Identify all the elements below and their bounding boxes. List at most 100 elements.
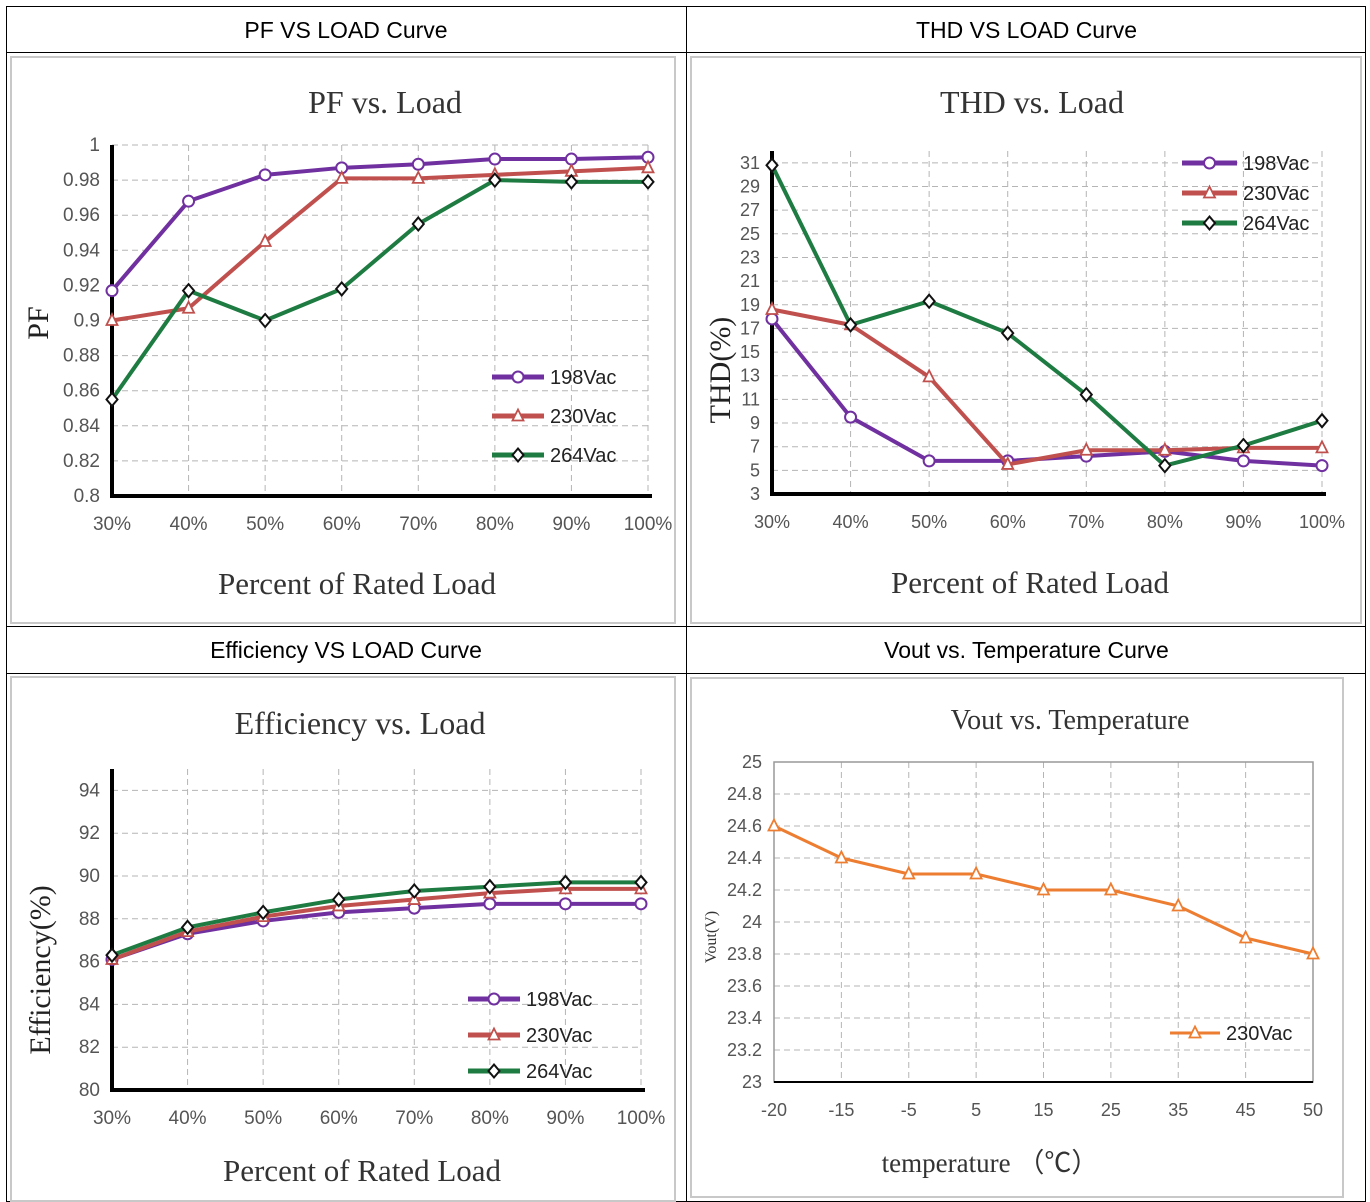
thd-legend-label: 198Vac xyxy=(1243,153,1309,175)
thd-y-tick-label: 15 xyxy=(740,342,760,362)
eff-series-line-198Vac xyxy=(111,901,641,962)
eff-point-198Vac xyxy=(634,897,648,911)
table-divider-vertical xyxy=(686,6,687,1202)
eff-x-tick-label: 100% xyxy=(617,1108,666,1129)
vout-y-tick-label: 24.6 xyxy=(727,816,762,836)
vout-point-230Vac xyxy=(1036,881,1051,896)
thd-point-230Vac xyxy=(1157,441,1172,456)
pf-x-tick-label: 80% xyxy=(476,514,514,535)
pf-point-264Vac xyxy=(564,173,579,190)
pf-point-198Vac xyxy=(182,194,196,208)
eff-x-tick-label: 30% xyxy=(93,1108,131,1129)
vout-x-tick-label: 45 xyxy=(1236,1100,1256,1120)
thd-x-tick-label: 80% xyxy=(1147,512,1183,532)
table-divider-header-2 xyxy=(6,673,1366,674)
vout-chart-title: Vout vs. Temperature xyxy=(951,705,1190,736)
vout-point-230Vac xyxy=(1238,929,1253,944)
pf-y-tick-label: 0.94 xyxy=(63,240,100,261)
thd-legend-marker xyxy=(1203,156,1216,170)
pf-y-axis-label: PF xyxy=(22,306,55,339)
table-divider-header-1 xyxy=(6,52,1366,53)
thd-point-198Vac xyxy=(922,454,936,468)
thd-x-tick-label: 50% xyxy=(911,512,947,532)
eff-legend-marker xyxy=(487,992,501,1006)
pf-legend-label: 198Vac xyxy=(550,367,616,389)
vout-point-230Vac xyxy=(767,817,781,832)
pf-point-198Vac xyxy=(105,284,119,298)
pf-chart-title: PF vs. Load xyxy=(308,84,462,120)
pf-chart-panel xyxy=(10,56,676,624)
eff-point-264Vac xyxy=(256,904,270,921)
vout-point-230Vac xyxy=(969,865,984,880)
thd-x-tick-label: 40% xyxy=(833,512,869,532)
thd-legend-marker xyxy=(1202,214,1217,232)
pf-y-tick-label: 0.82 xyxy=(63,451,100,472)
eff-y-tick-label: 82 xyxy=(79,1037,100,1058)
thd-y-tick-label: 19 xyxy=(740,295,760,315)
thd-y-tick-label: 9 xyxy=(750,413,760,433)
vout-y-tick-label: 25 xyxy=(742,752,762,772)
thd-legend-label: 230Vac xyxy=(1243,183,1309,205)
vout-curve-header: Vout vs. Temperature Curve xyxy=(884,636,1169,663)
eff-x-tick-label: 60% xyxy=(320,1108,358,1129)
pf-point-264Vac xyxy=(258,312,272,329)
pf-y-tick-label: 1 xyxy=(89,135,100,156)
thd-y-tick-label: 23 xyxy=(740,247,760,267)
thd-point-198Vac xyxy=(1236,454,1250,468)
thd-x-tick-label: 30% xyxy=(754,512,790,532)
pf-legend-marker xyxy=(511,446,525,464)
eff-point-264Vac xyxy=(407,882,422,900)
pf-point-230Vac xyxy=(258,233,273,247)
thd-legend-marker xyxy=(1202,184,1217,199)
thd-legend-label: 264Vac xyxy=(1243,213,1309,235)
thd-point-264Vac xyxy=(1236,437,1251,454)
vout-point-230Vac xyxy=(1103,881,1118,896)
pf-point-230Vac xyxy=(411,169,426,184)
pf-series-line-198Vac xyxy=(110,155,649,292)
pf-y-tick-label: 0.84 xyxy=(63,416,100,437)
thd-y-tick-label: 21 xyxy=(740,271,760,291)
pf-point-264Vac xyxy=(105,391,119,408)
thd-y-tick-label: 27 xyxy=(740,200,760,220)
thd-series-line-230Vac xyxy=(771,307,1322,467)
thd-y-tick-label: 3 xyxy=(750,484,760,504)
vout-y-tick-label: 24 xyxy=(742,912,762,932)
thd-point-198Vac xyxy=(765,312,779,326)
eff-legend-marker xyxy=(487,1026,501,1041)
vout-legend-label: 230Vac xyxy=(1226,1023,1292,1045)
pf-legend-label: 264Vac xyxy=(550,445,616,467)
thd-x-tick-label: 70% xyxy=(1068,512,1104,532)
pf-x-tick-label: 70% xyxy=(399,514,437,535)
thd-point-264Vac xyxy=(1315,412,1329,429)
pf-x-tick-label: 60% xyxy=(323,514,361,535)
thd-x-tick-label: 100% xyxy=(1299,512,1345,532)
thd-point-264Vac xyxy=(765,157,779,174)
pf-x-tick-label: 100% xyxy=(624,514,673,535)
thd-point-230Vac xyxy=(1079,441,1094,456)
pf-y-tick-label: 0.98 xyxy=(63,170,100,191)
eff-point-264Vac xyxy=(331,891,346,908)
vout-x-tick-label: -20 xyxy=(761,1100,787,1120)
pf-y-tick-label: 0.86 xyxy=(63,381,100,402)
eff-y-tick-label: 94 xyxy=(79,780,101,801)
thd-y-tick-label: 5 xyxy=(750,460,760,480)
efficiency-x-axis-label: Percent of Rated Load xyxy=(223,1153,502,1188)
eff-y-tick-label: 84 xyxy=(79,994,101,1015)
thd-y-axis-label: THD(%) xyxy=(704,317,737,424)
efficiency-chart-title: Efficiency vs. Load xyxy=(235,705,486,741)
thd-point-264Vac xyxy=(1158,457,1172,474)
eff-y-tick-label: 92 xyxy=(79,823,100,844)
pf-x-axis-label: Percent of Rated Load xyxy=(218,566,497,601)
vout-y-tick-label: 23.2 xyxy=(727,1040,762,1060)
pf-series-line-264Vac xyxy=(110,178,648,401)
vout-x-tick-label: 35 xyxy=(1168,1100,1188,1120)
pf-point-230Vac xyxy=(641,159,655,174)
thd-point-230Vac xyxy=(1000,455,1015,470)
thd-y-tick-label: 25 xyxy=(740,224,760,244)
pf-point-230Vac xyxy=(334,169,349,184)
eff-y-tick-label: 86 xyxy=(79,952,100,973)
thd-y-tick-label: 29 xyxy=(740,176,760,196)
eff-x-tick-label: 50% xyxy=(244,1108,282,1129)
vout-y-tick-label: 24.8 xyxy=(727,784,762,804)
eff-point-198Vac xyxy=(483,897,497,911)
